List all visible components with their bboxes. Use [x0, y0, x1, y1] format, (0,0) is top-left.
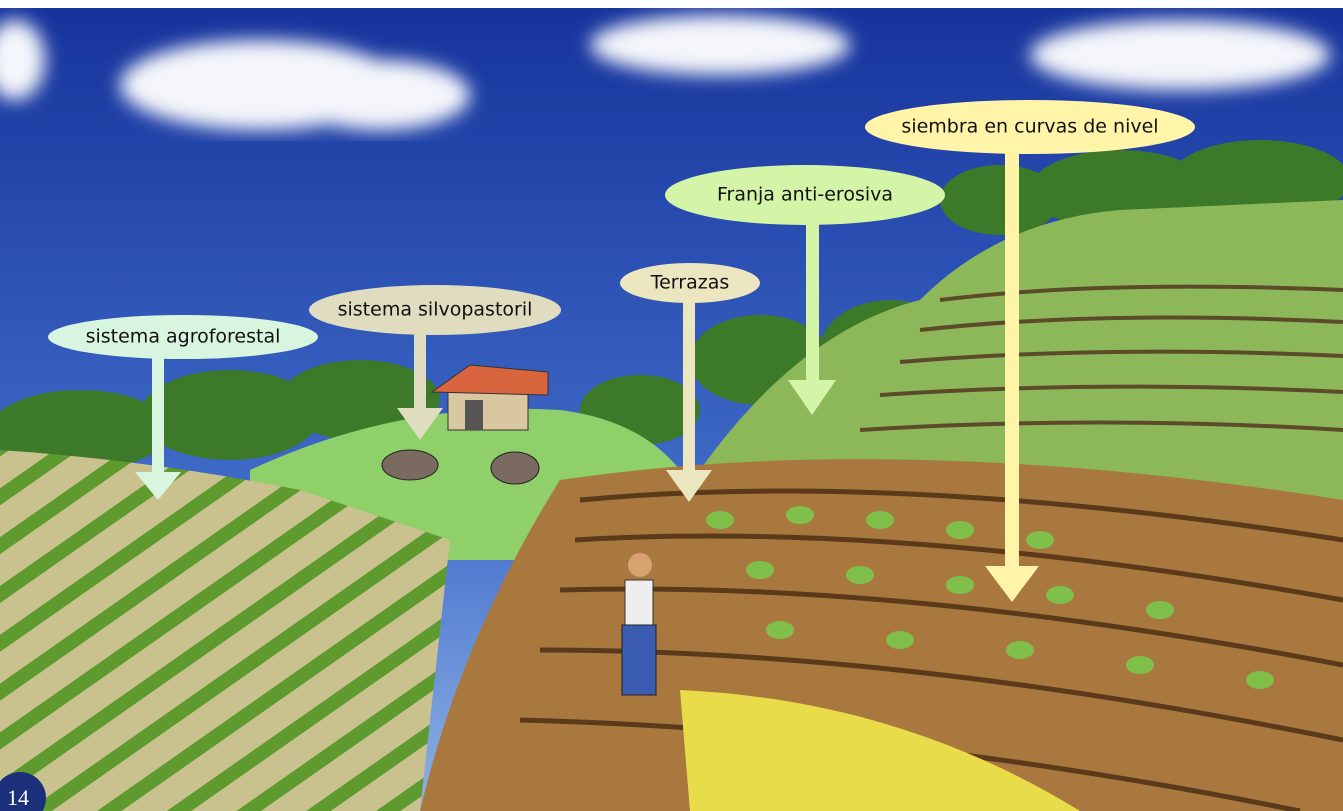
- page-number: 14: [7, 785, 29, 810]
- callout-label: Franja anti-erosiva: [717, 184, 893, 206]
- callout-label: sistema agroforestal: [86, 326, 281, 348]
- illustration: sistema agroforestal sistema silvopastor…: [0, 0, 1343, 811]
- callout-label: siembra en curvas de nivel: [901, 116, 1158, 138]
- callout-label: Terrazas: [650, 272, 730, 294]
- callout-label: sistema silvopastoril: [338, 299, 533, 321]
